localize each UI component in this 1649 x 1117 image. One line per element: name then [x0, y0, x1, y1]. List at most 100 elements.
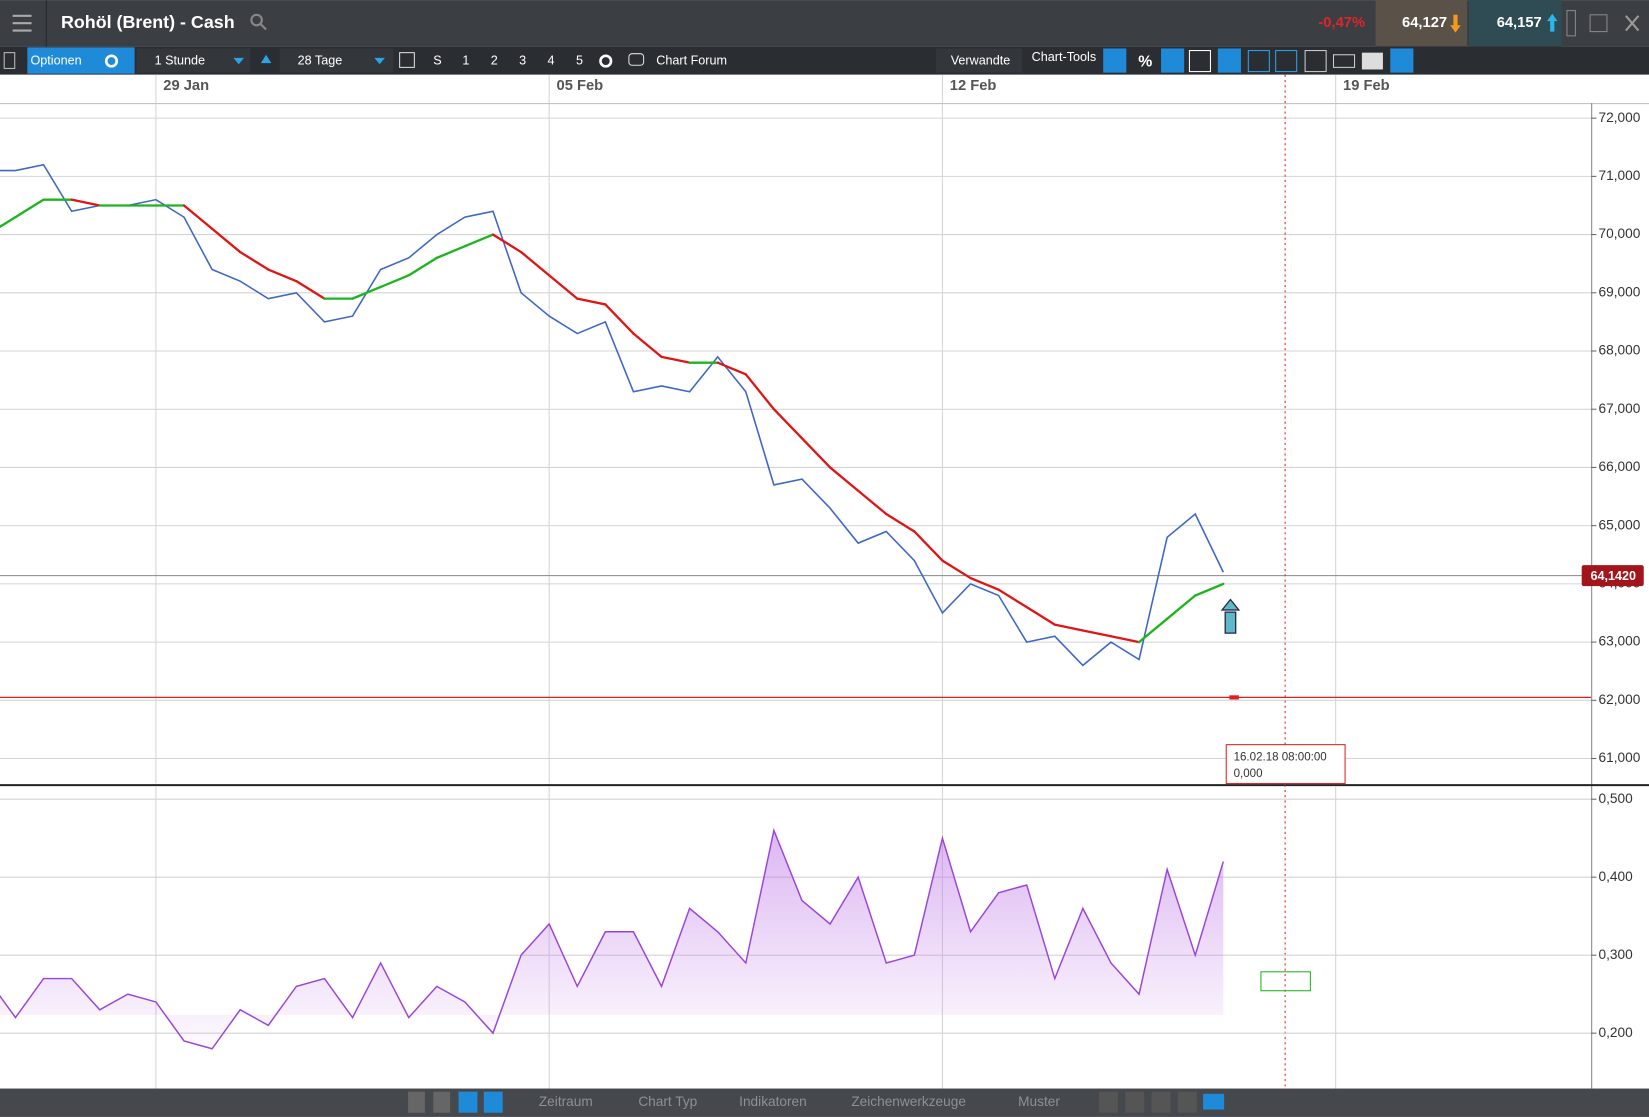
- y-tick-label: 68,000: [1599, 343, 1641, 358]
- bid-box[interactable]: [1375, 0, 1468, 47]
- moving-average-segment: [239, 250, 270, 271]
- footer-tab[interactable]: Muster: [1018, 1094, 1060, 1109]
- moving-average-segment: [1194, 582, 1225, 597]
- search-icon[interactable]: [250, 13, 267, 31]
- moving-average-segment: [941, 559, 972, 580]
- moving-average-segment: [182, 204, 214, 230]
- crosshair-time: 16.02.18 08:00:00: [1234, 751, 1327, 763]
- footer-tab[interactable]: Zeitraum: [539, 1094, 593, 1109]
- price-badge: [1581, 565, 1644, 587]
- moving-average-segment: [997, 588, 1028, 609]
- view-button[interactable]: 1: [462, 53, 469, 67]
- percent-button[interactable]: %: [1138, 53, 1152, 70]
- options-label: Optionen: [30, 53, 81, 67]
- moving-average-segment: [1137, 617, 1169, 644]
- moving-average-segment: [14, 198, 45, 219]
- y-tick-label: 0,300: [1599, 947, 1634, 962]
- moving-average-segment: [576, 297, 607, 306]
- moving-average-segment: [716, 361, 747, 376]
- panel-icon[interactable]: [1566, 10, 1576, 37]
- tool-button[interactable]: [1161, 48, 1185, 73]
- moving-average-segment: [491, 233, 523, 254]
- y-tick-label: 0,400: [1599, 869, 1634, 884]
- moving-average-segment: [210, 227, 242, 254]
- menu-icon[interactable]: [12, 14, 32, 32]
- view-button[interactable]: 3: [519, 53, 526, 67]
- view-button[interactable]: 4: [548, 53, 555, 67]
- footer-tab[interactable]: Chart Typ: [638, 1094, 697, 1109]
- moving-average-segment: [295, 280, 326, 300]
- chat-icon[interactable]: [628, 53, 645, 66]
- gear-icon[interactable]: [104, 54, 119, 68]
- chart-pane: [0, 104, 1592, 784]
- tool-button[interactable]: [1304, 50, 1327, 73]
- tool-button[interactable]: [1217, 48, 1241, 73]
- moving-average-segment: [548, 274, 579, 300]
- ask-price: 64,157: [1497, 15, 1542, 31]
- bid-arrow: [1450, 14, 1461, 33]
- price-badge-label: 64,1420: [1590, 569, 1636, 583]
- moving-average-segment: [913, 530, 944, 562]
- zoom-out-icon[interactable]: [1125, 1091, 1145, 1113]
- chart-layer: 61,00062,00063,00064,00065,00066,00067,0…: [0, 74, 1644, 1089]
- line-handle[interactable]: [1229, 695, 1239, 700]
- crosshair-icon[interactable]: [1177, 1091, 1197, 1113]
- doc-icon[interactable]: [3, 52, 16, 69]
- zoom-in-icon[interactable]: [1151, 1091, 1171, 1113]
- interval-select[interactable]: [136, 48, 251, 73]
- settings-button[interactable]: [1390, 48, 1414, 73]
- moving-average-segment: [772, 408, 804, 440]
- range-label: 28 Tage: [298, 53, 343, 67]
- moving-average-segment: [0, 215, 17, 229]
- close-icon[interactable]: [1625, 15, 1640, 32]
- indicator-fill: [0, 830, 1224, 1049]
- interval-label: 1 Stunde: [155, 53, 205, 67]
- up-icon[interactable]: [260, 54, 272, 64]
- window-icon[interactable]: [1589, 14, 1608, 33]
- y-tick-label: 71,000: [1599, 168, 1641, 183]
- footer-tab[interactable]: Zeichenwerkzeuge: [851, 1094, 966, 1109]
- zoom-icon[interactable]: [1098, 1091, 1118, 1113]
- forum-label[interactable]: Chart Forum: [656, 53, 727, 67]
- print-button[interactable]: [1361, 52, 1383, 70]
- moving-average-segment: [1081, 629, 1113, 638]
- footer-bar: [0, 1088, 1649, 1117]
- ask-box[interactable]: [1469, 0, 1562, 47]
- candle-button[interactable]: [1247, 50, 1270, 73]
- gear-icon[interactable]: [599, 54, 613, 68]
- moving-average-segment: [969, 576, 1000, 591]
- x-tick-label: 05 Feb: [557, 78, 604, 94]
- window-button[interactable]: [1275, 50, 1298, 73]
- numbers-icon[interactable]: [1203, 1093, 1225, 1110]
- moving-average-segment: [463, 233, 495, 248]
- moving-average-segment: [800, 437, 832, 469]
- grid-button[interactable]: [1188, 50, 1211, 73]
- moving-average-segment: [351, 285, 382, 300]
- alert-icon[interactable]: [1220, 598, 1241, 634]
- related-button[interactable]: [935, 48, 1023, 73]
- range-select[interactable]: [279, 48, 394, 73]
- footer-icon[interactable]: [433, 1091, 451, 1113]
- footer-tab[interactable]: Indikatoren: [739, 1094, 807, 1109]
- y-tick-label: 66,000: [1599, 459, 1641, 474]
- y-tick-label: 61,000: [1599, 750, 1641, 765]
- moving-average-segment: [70, 198, 101, 207]
- x-tick-label: 19 Feb: [1343, 78, 1390, 94]
- x-tick-label: 12 Feb: [950, 78, 997, 94]
- view-button[interactable]: 2: [491, 53, 498, 67]
- moving-average-segment: [828, 466, 860, 492]
- tool-button[interactable]: [1103, 48, 1127, 73]
- calendar-icon[interactable]: [399, 52, 415, 68]
- y-tick-label: 62,000: [1599, 692, 1641, 707]
- footer-icon[interactable]: [408, 1091, 425, 1113]
- moving-average-segment: [885, 512, 916, 533]
- footer-icon[interactable]: [458, 1091, 478, 1113]
- view-button[interactable]: 5: [576, 53, 583, 67]
- tag-button[interactable]: [1332, 54, 1356, 68]
- crosshair-box: [1225, 744, 1346, 785]
- crosshair-value: 0,000: [1234, 768, 1263, 780]
- view-button[interactable]: S: [433, 53, 441, 67]
- moving-average-segment: [604, 303, 635, 335]
- footer-icon[interactable]: [483, 1091, 503, 1113]
- dropdown-arrow: [374, 57, 385, 65]
